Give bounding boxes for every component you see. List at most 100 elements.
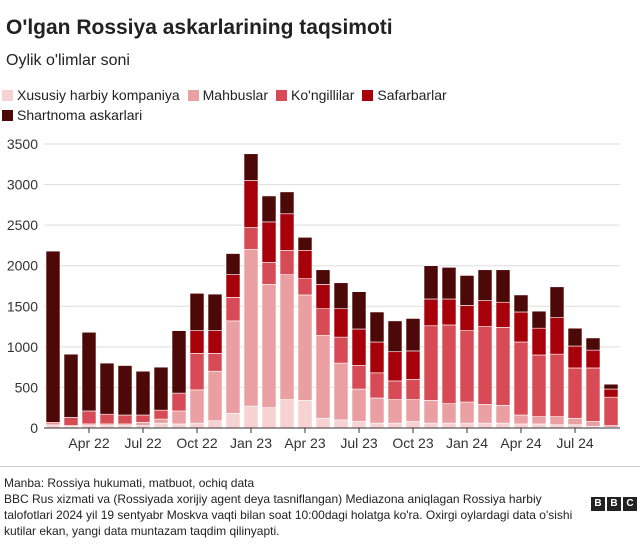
bar-segment bbox=[549, 286, 565, 318]
bar-segment bbox=[153, 422, 169, 429]
bar-segment bbox=[585, 337, 601, 351]
bar-segment bbox=[603, 388, 619, 398]
x-tick-label: Apr 24 bbox=[500, 435, 541, 451]
legend-row: Xususiy harbiy kompaniya Mahbuslar Ko'ng… bbox=[2, 85, 602, 105]
bar-segment bbox=[351, 421, 367, 429]
y-tick-label: 500 bbox=[15, 379, 39, 395]
bar-segment bbox=[585, 367, 601, 422]
legend-item-shartnoma: Shartnoma askarlari bbox=[2, 107, 142, 123]
bar-segment bbox=[207, 293, 223, 331]
bar-segment bbox=[171, 423, 187, 429]
bar-segment bbox=[333, 362, 349, 421]
bar-segment bbox=[603, 396, 619, 426]
bar-segment bbox=[531, 354, 547, 417]
bar-segment bbox=[243, 405, 259, 429]
bar-segment bbox=[531, 310, 547, 329]
chart-subtitle: Oylik o'limlar soni bbox=[6, 52, 130, 69]
bar-segment bbox=[315, 335, 331, 419]
bar-segment bbox=[207, 370, 223, 421]
bar-segment bbox=[477, 404, 493, 424]
source-line-2: BBC Rus xizmati va (Rossiyada xorijiy ag… bbox=[4, 492, 573, 538]
bbc-logo-letter: B bbox=[607, 497, 621, 511]
bar-segment bbox=[81, 410, 97, 425]
bar-segment bbox=[423, 400, 439, 424]
bar-segment bbox=[315, 417, 331, 429]
bar-segment bbox=[135, 414, 151, 423]
bar-segment bbox=[513, 341, 529, 416]
legend-label: Mahbuslar bbox=[202, 87, 269, 103]
bar-segment bbox=[567, 327, 583, 347]
source-line-1: Manba: Rossiya hukumati, matbuot, ochiq … bbox=[4, 476, 255, 490]
bar-segment bbox=[117, 365, 133, 416]
bar-segment bbox=[423, 265, 439, 300]
bar-segment bbox=[279, 191, 295, 215]
bar-segment bbox=[279, 274, 295, 400]
bar-segment bbox=[99, 362, 115, 415]
bar-segment bbox=[405, 421, 421, 429]
bar-segment bbox=[405, 350, 421, 380]
bar-segment bbox=[513, 311, 529, 343]
x-tick-label: Apr 23 bbox=[284, 435, 325, 451]
bar-segment bbox=[351, 328, 367, 366]
bar-segment bbox=[315, 308, 331, 336]
legend-item-xususiy: Xususiy harbiy kompaniya bbox=[2, 87, 180, 103]
bar-segment bbox=[279, 399, 295, 429]
bar-segment bbox=[261, 284, 277, 409]
bar-segment bbox=[333, 282, 349, 310]
bar-segment bbox=[189, 353, 205, 391]
bar-segment bbox=[99, 413, 115, 425]
bar-segment bbox=[135, 370, 151, 416]
bar-segment bbox=[459, 401, 475, 424]
bar-segment bbox=[261, 195, 277, 223]
bar-segment bbox=[333, 336, 349, 364]
x-tick-label: Jul 24 bbox=[556, 435, 594, 451]
bar-segment bbox=[567, 417, 583, 426]
legend-label: Shartnoma askarlari bbox=[17, 107, 143, 123]
bar-segment bbox=[315, 269, 331, 285]
bar-segment bbox=[351, 365, 367, 390]
source-note: Manba: Rossiya hukumati, matbuot, ochiq … bbox=[4, 475, 584, 539]
chart-title: O'lgan Rossiya askarlarining taqsimoti bbox=[6, 16, 393, 39]
bar-segment bbox=[153, 418, 169, 424]
bar-segment bbox=[297, 250, 313, 280]
bar-segment bbox=[387, 422, 403, 429]
bar-segment bbox=[369, 311, 385, 343]
y-tick-label: 2500 bbox=[7, 217, 38, 233]
x-tick-label: Jan 24 bbox=[446, 435, 488, 451]
bar-segment bbox=[207, 330, 223, 354]
legend-swatch bbox=[2, 109, 13, 121]
bar-segment bbox=[459, 305, 475, 331]
bar-segment bbox=[153, 366, 169, 411]
legend: Xususiy harbiy kompaniya Mahbuslar Ko'ng… bbox=[2, 85, 602, 125]
bar-segment bbox=[531, 423, 547, 429]
bbc-logo-letter: C bbox=[623, 497, 637, 511]
bar-segment bbox=[585, 421, 601, 427]
bar-segment bbox=[279, 250, 295, 275]
bar-segment bbox=[459, 330, 475, 403]
bar-segment bbox=[297, 278, 313, 296]
bar-segment bbox=[153, 409, 169, 420]
footer-divider bbox=[0, 466, 640, 467]
bar-segment bbox=[117, 414, 133, 425]
legend-item-kongillilar: Ko'ngillilar bbox=[276, 87, 354, 103]
bar-segment bbox=[171, 410, 187, 425]
y-tick-label: 1500 bbox=[7, 298, 38, 314]
bar-segment bbox=[441, 267, 457, 300]
bar-segment bbox=[189, 422, 205, 429]
x-tick-label: Jan 23 bbox=[230, 435, 272, 451]
bar-segment bbox=[243, 227, 259, 250]
bar-segment bbox=[387, 399, 403, 424]
bar-segment bbox=[135, 422, 151, 426]
bar-segment bbox=[495, 301, 511, 328]
bar-segment bbox=[261, 262, 277, 285]
bar-segment bbox=[261, 221, 277, 263]
bar-segment bbox=[405, 399, 421, 422]
bar-segment bbox=[81, 331, 97, 412]
legend-swatch bbox=[362, 89, 374, 101]
bar-segment bbox=[225, 413, 241, 429]
bar-segment bbox=[369, 422, 385, 429]
bar-segment bbox=[585, 349, 601, 369]
x-tick-label: Jul 22 bbox=[124, 435, 162, 451]
x-tick-label: Jul 23 bbox=[340, 435, 378, 451]
bar-segment bbox=[549, 416, 565, 426]
